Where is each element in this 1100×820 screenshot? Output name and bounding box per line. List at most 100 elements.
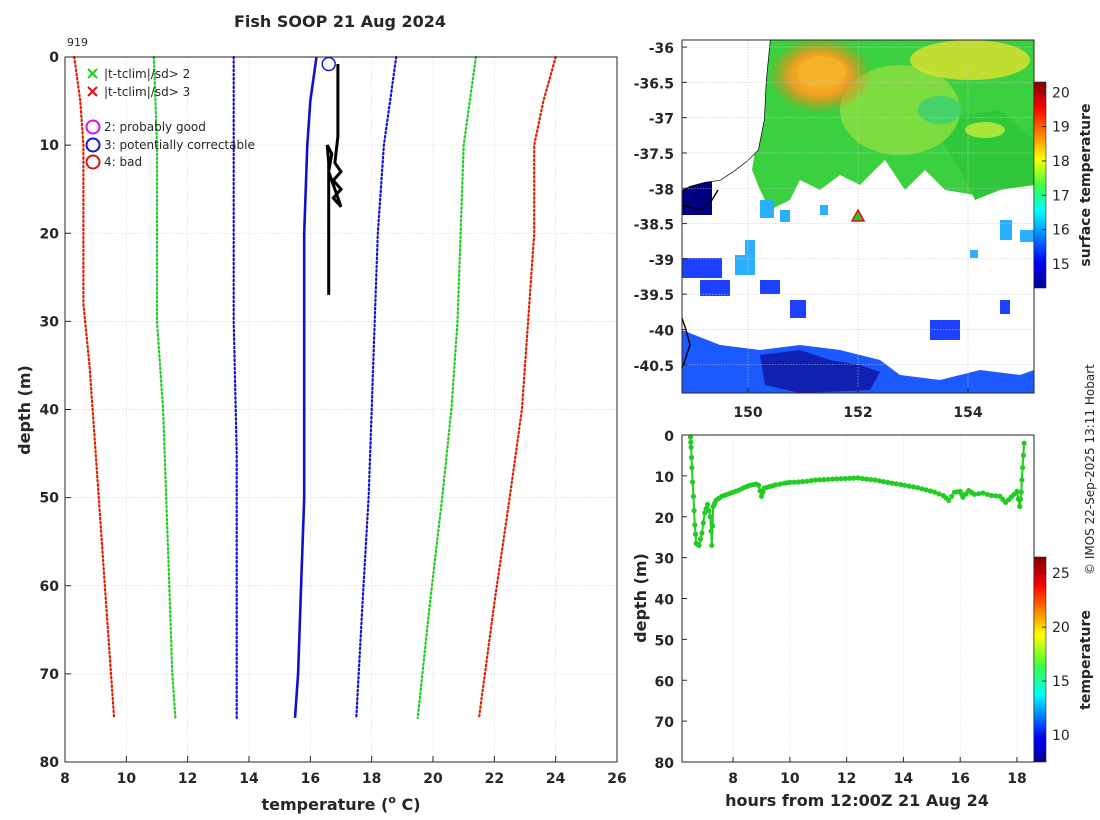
y-tick-label: 80 [40, 755, 60, 771]
trace-point [1014, 488, 1020, 494]
series-line-clim-3sd [73, 55, 116, 719]
legend-label: 4: bad [104, 155, 142, 169]
trace-point [902, 482, 908, 488]
trace-point [936, 491, 942, 497]
trace-point [760, 489, 766, 495]
flag-3-marker-icon [321, 56, 336, 72]
map-location-marker [850, 208, 866, 222]
y-tick-label: 40 [40, 403, 60, 419]
trace-point [923, 487, 929, 493]
trace-y-tick-label: 60 [655, 674, 675, 690]
trace-point [1017, 503, 1023, 510]
trace-plot-area [682, 435, 1034, 762]
series-line-clim-2sd [416, 55, 477, 719]
trace-point [876, 478, 882, 484]
profile-chart: 8 10 12 14 16 18 20 22 24 26 0 10 20 30 40 50 60 70 80 dep… [15, 50, 627, 814]
trace-point [946, 497, 952, 503]
colorbar-tick-label: 15 [1052, 674, 1070, 690]
trace-point [688, 439, 694, 445]
legend-label: |t-tclim|/sd> 2 [104, 67, 190, 81]
map-y-tick-label: -38.5 [634, 218, 674, 234]
trace-point [906, 483, 912, 489]
trace-point [804, 478, 810, 484]
trace-y-tick-label: 40 [655, 593, 675, 609]
trace-point [898, 481, 904, 488]
credit-text: © IMOS 22-Sep-2025 13:11 Hobart [1083, 364, 1097, 575]
x-tick-label: 26 [607, 771, 626, 787]
trace-y-tick-label: 80 [655, 756, 675, 772]
series-line-observed-temperature [325, 64, 343, 295]
trace-y-tick-label: 0 [664, 429, 674, 445]
trace-point [795, 479, 802, 485]
trace-point [709, 523, 716, 529]
profile-series [73, 55, 557, 719]
legend-item-circle-magenta: 2: probably good [85, 119, 206, 135]
map-x-tick-label: 154 [953, 405, 982, 421]
trace-point [829, 476, 836, 482]
trace-point [690, 479, 696, 485]
trace-point [976, 491, 982, 497]
trace-point [808, 478, 814, 484]
trace-point [842, 475, 848, 482]
profile-x-label-main: temperature ( [261, 795, 388, 814]
trace-point [993, 493, 999, 499]
trace-point [846, 475, 853, 481]
trace-x-tick-label: 12 [837, 771, 856, 787]
trace-point [707, 514, 714, 520]
trace-point [910, 484, 917, 490]
trace-point [919, 486, 925, 492]
x-tick-label: 16 [301, 771, 320, 787]
map-cyan-patch [965, 122, 1005, 138]
y-tick-label: 30 [40, 314, 60, 330]
depth-time-chart: 8 10 12 14 16 18 0 10 20 30 40 50 60 70 80 depth (m) h… [631, 429, 1094, 810]
map-y-tick-label: -39 [649, 253, 674, 269]
red-cross-icon [87, 86, 98, 97]
trace-point [691, 508, 697, 514]
map-warm-swirl-core [798, 56, 846, 88]
profile-x-label-tail: C) [396, 795, 421, 814]
map-colorbar [1033, 81, 1047, 289]
x-tick-label: 20 [423, 771, 443, 787]
trace-point [758, 493, 765, 499]
legend-item-cross-green: |t-tclim|/sd> 2 [87, 67, 190, 81]
trace-point [851, 475, 857, 481]
trace-point [889, 480, 895, 486]
map-colorbar-ticks: 15 16 17 18 19 20 [1042, 85, 1070, 273]
y-tick-label: 70 [40, 667, 60, 683]
profile-x-label: temperature (o C) [261, 793, 420, 814]
legend-item-circle-red: 4: bad [85, 154, 142, 170]
trace-ticks: 8 10 12 14 16 18 0 10 20 30 40 50 60 70 80 [655, 429, 1027, 787]
trace-point [1020, 465, 1026, 471]
trace-y-tick-label: 10 [655, 470, 675, 486]
x-tick-label: 12 [178, 771, 197, 787]
trace-points [687, 434, 1027, 549]
trace-point [893, 481, 899, 487]
trace-point [791, 479, 797, 485]
trace-point [1020, 452, 1026, 458]
x-tick-label: 14 [239, 771, 259, 787]
profile-y-label: depth (m) [15, 365, 34, 455]
trace-point [688, 444, 694, 450]
legend-label: 2: probably good [104, 120, 206, 134]
trace-x-tick-label: 18 [1007, 771, 1026, 787]
y-tick-label: 20 [40, 226, 60, 242]
trace-point [834, 476, 840, 482]
profile-id: 919 [67, 36, 88, 49]
trace-point [812, 477, 819, 483]
map-colorbar-label: surface temperature [1078, 103, 1094, 266]
colorbar-tick-label: 20 [1052, 620, 1070, 636]
profile-legend: |t-tclim|/sd> 2 |t-tclim|/sd> 3 2: proba… [85, 67, 255, 170]
trace-point [868, 477, 874, 483]
trace-point [692, 531, 699, 537]
trace-point [863, 476, 870, 482]
series-line-clim-3sd [477, 55, 557, 719]
map-scatter-mid [735, 200, 1034, 275]
trace-point [699, 530, 705, 536]
trace-point [756, 482, 762, 488]
trace-point [825, 476, 831, 482]
y-tick-label: 60 [40, 579, 60, 595]
trace-x-label: hours from 12:00Z 21 Aug 24 [725, 791, 989, 810]
profile-x-label-sup: o [388, 793, 396, 806]
series-line-climatology-mean [293, 56, 318, 718]
trace-y-tick-label: 20 [655, 511, 675, 527]
